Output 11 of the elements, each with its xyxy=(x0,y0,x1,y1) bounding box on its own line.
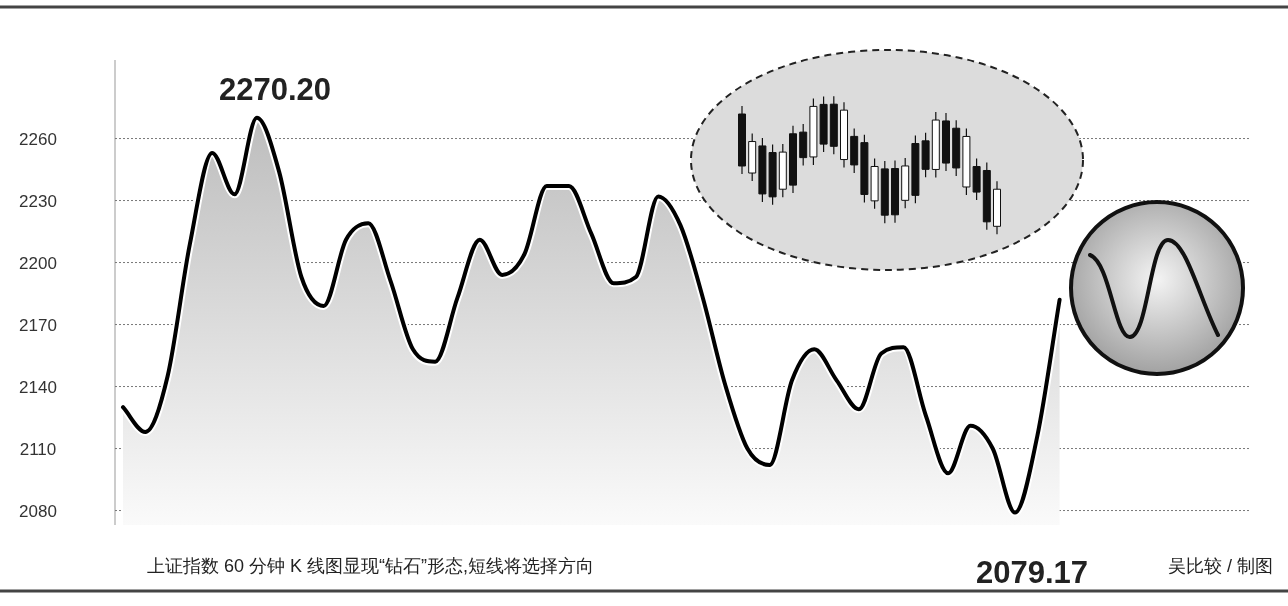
y-tick-label: 2230 xyxy=(19,191,57,211)
y-tick-label: 2080 xyxy=(19,501,57,521)
text: 2079.17 xyxy=(975,555,1089,590)
y-tick-label: 2200 xyxy=(19,253,57,273)
annotation: 2270.20 xyxy=(218,72,332,107)
y-tick-label: 2170 xyxy=(19,315,57,335)
text: 上证指数 60 分钟 K 线图显现“钻石”形态,短线将选择方向 xyxy=(147,556,595,576)
y-tick-label: 2260 xyxy=(19,129,57,149)
y-tick-label: 2110 xyxy=(19,439,57,459)
text: 吴比较 / 制图 xyxy=(1168,556,1274,576)
y-tick-label: 2140 xyxy=(19,377,57,397)
